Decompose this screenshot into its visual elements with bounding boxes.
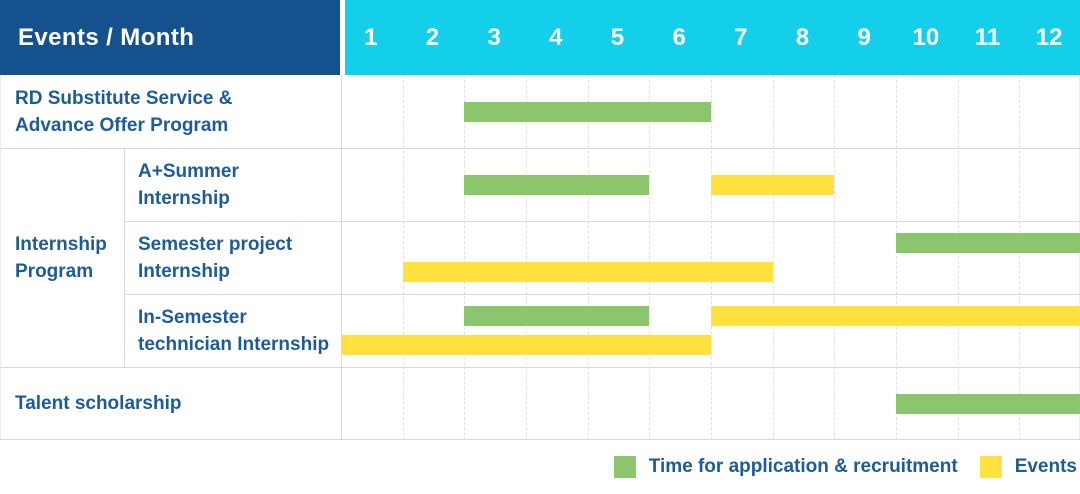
row-label: Semester project Internship	[138, 221, 292, 294]
gantt-bar-event	[711, 306, 1080, 326]
month-column	[712, 75, 774, 440]
month-column	[527, 75, 589, 440]
row-label: RD Substitute Service & Advance Offer Pro…	[15, 75, 233, 148]
application-swatch	[613, 456, 636, 478]
row-label: A+Summer Internship	[138, 148, 239, 221]
row-separator	[125, 221, 1080, 222]
gantt-rows: RD Substitute Service & Advance Offer Pro…	[1, 75, 1080, 440]
row-label-line: technician Internship	[138, 333, 330, 355]
month-column	[774, 75, 836, 440]
gantt-bar-application	[896, 233, 1080, 253]
month-column	[835, 75, 898, 440]
gantt-row: Talent scholarship	[1, 367, 1080, 440]
month-column	[589, 75, 651, 440]
month-column	[342, 75, 404, 440]
header-title-cell: Events / Month	[0, 0, 340, 75]
month-column	[404, 75, 466, 440]
month-label: 7	[734, 23, 748, 51]
month-label: 1	[364, 23, 378, 51]
row-separator	[125, 294, 1080, 295]
gantt-row: RD Substitute Service & Advance Offer Pro…	[1, 75, 1080, 148]
month-label: 3	[487, 23, 501, 51]
gantt-row: In-Semester technician Internship	[1, 294, 1080, 367]
month-label: 6	[672, 23, 686, 51]
row-label-line: A+Summer	[138, 160, 239, 182]
row-label-line: Semester project	[138, 233, 293, 255]
month-column	[650, 75, 713, 440]
table-header: Events / Month 1 2 3 4 5 6 7 8 9 10 11 12	[0, 0, 1080, 75]
group-label-line: Program	[15, 260, 94, 282]
legend-label: Time for application & recruitment	[648, 456, 958, 477]
row-label: Talent scholarship	[15, 367, 181, 440]
row-label-line: In-Semester	[138, 306, 247, 328]
month-header-labels: 1 2 3 4 5 6 7 8 9 10 11 12	[340, 0, 1080, 75]
table-body: RD Substitute Service & Advance Offer Pro…	[0, 75, 1080, 440]
row-separator	[1, 148, 1080, 149]
month-label: 10	[912, 23, 940, 51]
header-title: Events / Month	[18, 23, 195, 51]
row-label-line: Internship	[138, 260, 230, 282]
month-label: 2	[425, 23, 440, 51]
legend-item-event: Events	[979, 456, 1077, 478]
event-swatch	[979, 456, 1002, 478]
gantt-row: A+Summer Internship	[1, 148, 1080, 221]
gantt-bar-application	[464, 306, 650, 326]
month-label: 11	[974, 23, 1001, 51]
month-header-band	[345, 0, 1080, 75]
row-label-line: Talent scholarship	[15, 393, 182, 414]
gantt-bar-event	[402, 262, 773, 282]
legend-label: Events	[1014, 456, 1077, 477]
row-label-line: Advance Offer Program	[15, 114, 229, 136]
month-label: 5	[610, 23, 625, 51]
group-label-line: Internship	[15, 233, 107, 255]
row-label-line: RD Substitute Service &	[15, 87, 233, 109]
month-column	[959, 75, 1021, 440]
legend-item-application: Time for application & recruitment	[613, 456, 958, 478]
gantt-bar-event	[341, 335, 711, 355]
month-gridlines	[341, 75, 1080, 440]
month-label: 8	[795, 23, 810, 51]
gantt-bar-application	[464, 175, 650, 195]
month-label: 9	[857, 23, 871, 51]
gantt-bar-event	[711, 175, 835, 195]
month-column	[897, 75, 959, 440]
legend: Time for application & recruitment Events	[0, 440, 1080, 494]
group-cell-internship-program: Internship Program	[1, 148, 125, 367]
gantt-bar-application	[464, 102, 711, 122]
month-label: 4	[549, 23, 563, 51]
month-column	[465, 75, 528, 440]
row-separator	[1, 367, 1080, 368]
gantt-bar-application	[896, 394, 1080, 414]
month-label: 12	[1035, 23, 1063, 51]
row-label: In-Semester technician Internship	[138, 294, 329, 367]
row-label-line: Internship	[138, 187, 230, 209]
gantt-row: Semester project Internship	[1, 221, 1080, 294]
